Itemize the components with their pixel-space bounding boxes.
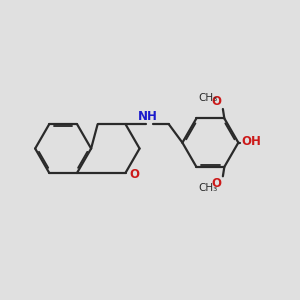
Text: OH: OH: [241, 135, 261, 148]
Text: CH₃: CH₃: [198, 183, 218, 193]
Text: O: O: [212, 95, 222, 108]
Text: CH₃: CH₃: [198, 92, 218, 103]
Text: O: O: [129, 168, 140, 181]
Text: NH: NH: [138, 110, 158, 123]
Text: O: O: [212, 178, 222, 190]
